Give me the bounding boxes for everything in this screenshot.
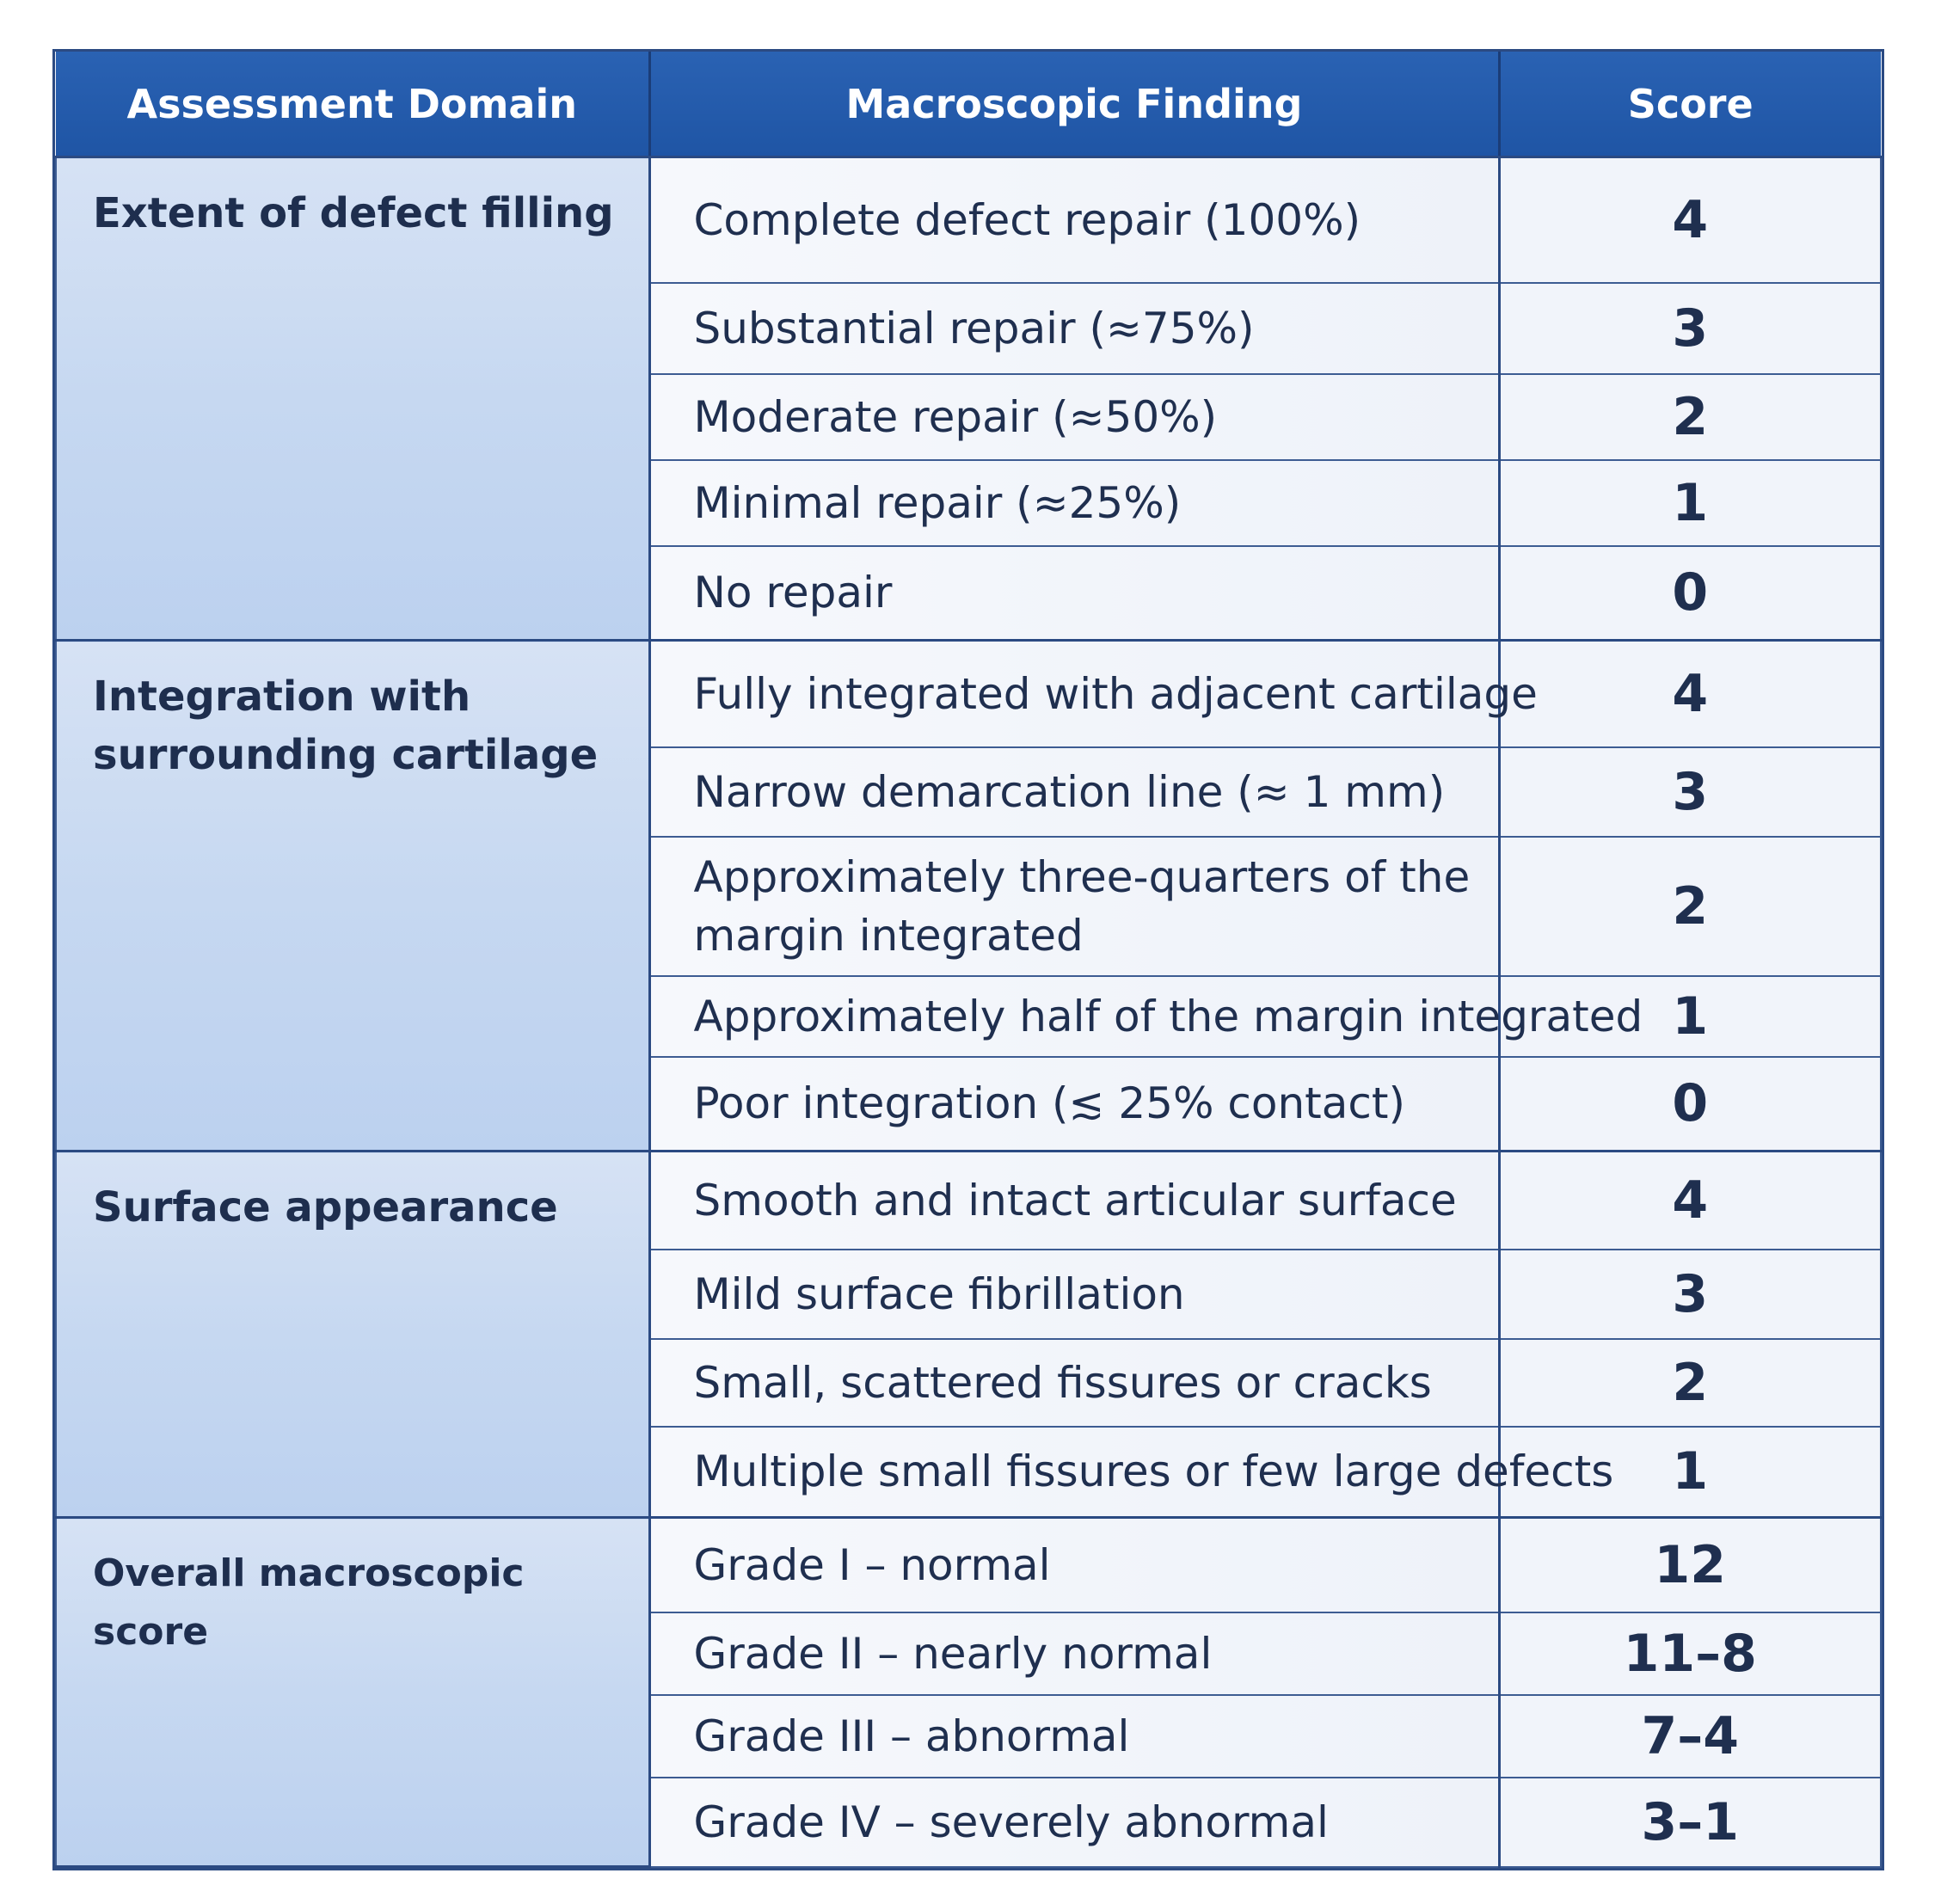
- table-header-row: Assessment Domain Macroscopic Finding Sc…: [56, 52, 1881, 158]
- table-row: Minimal repair (≈25%) 1: [56, 458, 1882, 547]
- domain-cell: Overall macroscopic score: [55, 1516, 651, 1868]
- table-row: Surface appearance Smooth and intact art…: [55, 1150, 1882, 1519]
- score-cell: 12: [1497, 1516, 1882, 1613]
- finding-cell: Moderate repair (≈50%): [648, 372, 1500, 461]
- score-cell: 1: [1497, 974, 1882, 1058]
- score-cell: 4: [1497, 156, 1882, 284]
- score-cell: 2: [1497, 372, 1882, 461]
- table-row: Grade II – nearly normal 11–8: [56, 1611, 1882, 1696]
- table-row: Multiple small fissures or few large def…: [56, 1425, 1882, 1519]
- header-score: Score: [1499, 52, 1881, 158]
- score-cell: 1: [1497, 458, 1882, 547]
- macroscopic-scoring-table: Assessment Domain Macroscopic Finding Sc…: [55, 52, 1882, 1868]
- finding-cell: Approximately three-quarters of the marg…: [648, 835, 1500, 977]
- table-row: Approximately half of the margin integra…: [56, 974, 1882, 1058]
- finding-cell: Small, scattered fissures or cracks: [648, 1337, 1500, 1428]
- finding-cell: No repair: [648, 544, 1500, 642]
- table-row: Narrow demarcation line (≈ 1 mm) 3: [56, 746, 1882, 838]
- table-row: Extent of defect filling Complete defect…: [55, 156, 1882, 642]
- score-cell: 0: [1497, 544, 1882, 642]
- score-cell: 11–8: [1497, 1611, 1882, 1696]
- header-macroscopic-finding: Macroscopic Finding: [649, 52, 1501, 158]
- score-cell: 3: [1497, 1248, 1882, 1340]
- finding-cell: Multiple small fissures or few large def…: [648, 1425, 1613, 1519]
- finding-cell: Grade III – abnormal: [648, 1693, 1500, 1778]
- finding-cell: Complete defect repair (100%): [648, 156, 1500, 284]
- finding-cell: Narrow demarcation line (≈ 1 mm): [648, 746, 1500, 838]
- table-row: Approximately three-quarters of the marg…: [56, 835, 1882, 977]
- table-row: Grade III – abnormal 7–4: [56, 1693, 1882, 1778]
- table-row: No repair 0: [56, 544, 1882, 642]
- finding-cell: Fully integrated with adjacent cartilage: [648, 639, 1538, 748]
- score-cell: 4: [1497, 639, 1882, 748]
- finding-cell: Grade II – nearly normal: [648, 1611, 1500, 1696]
- table-row: Grade IV – severely abnormal 3–1: [56, 1776, 1882, 1868]
- scoring-table-container: Assessment Domain Macroscopic Finding Sc…: [52, 49, 1884, 1870]
- score-cell: 3: [1497, 746, 1882, 838]
- header-assessment-domain: Assessment Domain: [56, 52, 651, 158]
- table-row: Substantial repair (≈75%) 3: [56, 281, 1882, 375]
- finding-cell: Poor integration (≲ 25% contact): [648, 1055, 1500, 1152]
- table-row: Integration with surrounding cartilage F…: [55, 639, 1882, 1152]
- score-cell: 1: [1497, 1425, 1882, 1519]
- finding-cell: Grade I – normal: [648, 1516, 1500, 1613]
- domain-cell: Integration with surrounding cartilage: [55, 639, 651, 1152]
- finding-cell: Approximately half of the margin integra…: [648, 974, 1643, 1058]
- score-cell: 0: [1497, 1055, 1882, 1152]
- table-row: Overall macroscopic score Grade I – norm…: [55, 1516, 1882, 1868]
- domain-cell: Surface appearance: [55, 1150, 651, 1519]
- table-row: Small, scattered fissures or cracks 2: [56, 1337, 1882, 1428]
- finding-cell: Smooth and intact articular surface: [648, 1150, 1500, 1250]
- finding-cell: Grade IV – severely abnormal: [648, 1776, 1500, 1868]
- domain-cell: Extent of defect filling: [55, 156, 651, 642]
- score-cell: 3–1: [1497, 1776, 1882, 1868]
- finding-cell: Substantial repair (≈75%): [648, 281, 1500, 375]
- score-cell: 3: [1497, 281, 1882, 375]
- score-cell: 7–4: [1497, 1693, 1882, 1778]
- table-row: Poor integration (≲ 25% contact) 0: [56, 1055, 1882, 1152]
- finding-cell: Mild surface fibrillation: [648, 1248, 1500, 1340]
- table-row: Moderate repair (≈50%) 2: [56, 372, 1882, 461]
- table-row: Mild surface fibrillation 3: [56, 1248, 1882, 1340]
- score-cell: 4: [1497, 1150, 1882, 1250]
- finding-cell: Minimal repair (≈25%): [648, 458, 1500, 547]
- score-cell: 2: [1497, 1337, 1882, 1428]
- score-cell: 2: [1497, 835, 1882, 977]
